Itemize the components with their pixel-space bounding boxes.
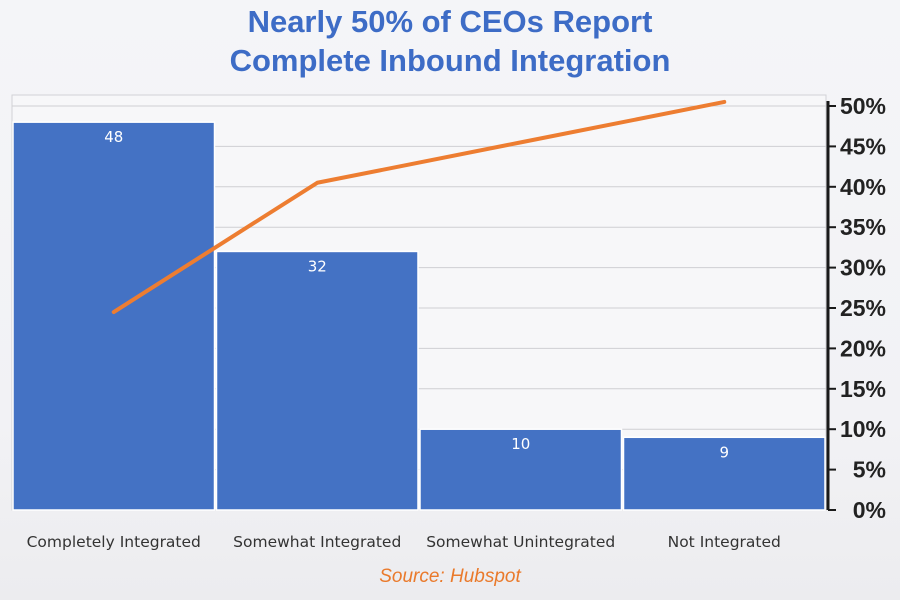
- bar-1: [215, 250, 419, 511]
- bar-0: [12, 121, 216, 511]
- right-axis-label: 15%: [840, 376, 886, 402]
- right-axis-label: 45%: [840, 133, 886, 159]
- right-axis-label: 0%: [853, 497, 886, 523]
- right-axis-label: 10%: [840, 416, 886, 442]
- cumulative-line: [111, 99, 727, 315]
- right-axis-label: 30%: [840, 255, 886, 281]
- bar-value-label: 32: [308, 257, 327, 275]
- bar-3: [622, 436, 826, 511]
- category-label: Completely Integrated: [27, 533, 201, 551]
- right-axis-label: 40%: [840, 174, 886, 200]
- right-axis-label: 35%: [840, 214, 886, 240]
- category-label: Somewhat Unintegrated: [426, 533, 615, 551]
- category-label: Somewhat Integrated: [233, 533, 401, 551]
- right-axis-label: 50%: [840, 93, 886, 119]
- chart-title-line-1: Nearly 50% of CEOs Report: [247, 4, 653, 39]
- bar-2: [419, 428, 623, 511]
- right-axis-label: 20%: [840, 335, 886, 361]
- right-axis-label: 25%: [840, 295, 886, 321]
- source-note: Source: Hubspot: [379, 566, 521, 587]
- chart-title-line-2: Complete Inbound Integration: [229, 43, 671, 78]
- bar-value-label: 10: [511, 435, 530, 453]
- right-axis-label: 5%: [853, 457, 886, 483]
- bar-value-label: 9: [719, 443, 729, 461]
- bar-value-label: 48: [104, 128, 123, 146]
- chart-title: Nearly 50% of CEOs Report Complete Inbou…: [0, 2, 900, 80]
- category-label: Not Integrated: [668, 533, 781, 551]
